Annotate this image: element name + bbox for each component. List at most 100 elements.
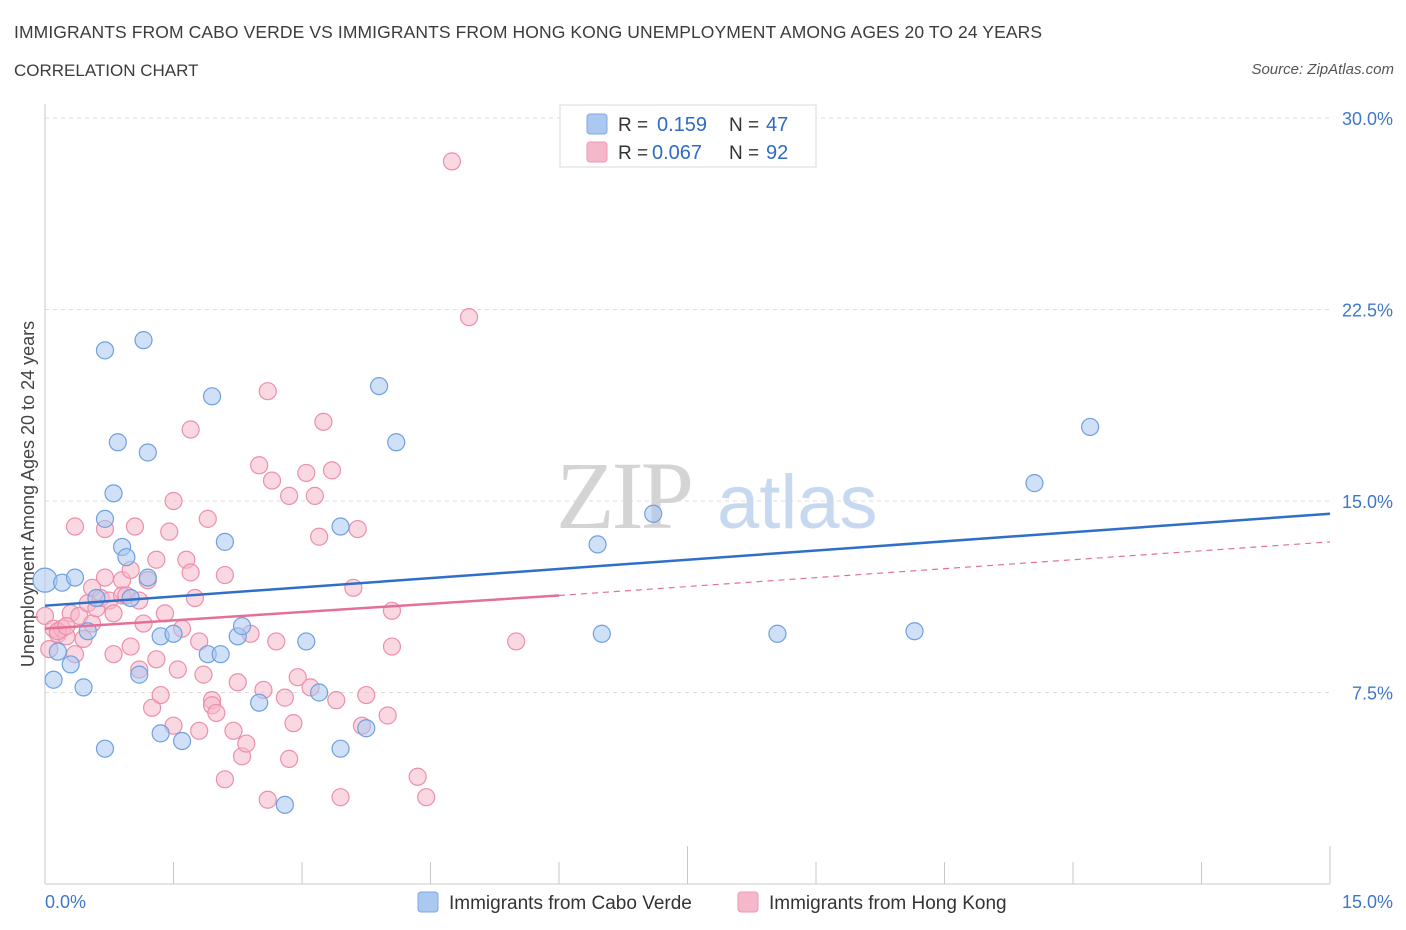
axes (44, 104, 1331, 885)
point-series1-61 (258, 790, 277, 809)
point-series1-84 (408, 767, 427, 786)
legend-n-label-2: N = (729, 143, 759, 164)
point-series0-8 (87, 588, 106, 608)
chart-title: IMMIGRANTS FROM CABO VERDE VS IMMIGRANTS… (14, 22, 1043, 42)
watermark: ZIP atlas (556, 442, 878, 549)
point-series0-15 (117, 548, 136, 567)
point-series1-52 (215, 770, 234, 789)
bottom-legend-label-cabo-verde: Immigrants from Cabo Verde (449, 893, 692, 914)
point-series1-0 (35, 606, 55, 626)
point-series1-35 (160, 522, 179, 541)
grid-lines (45, 117, 1330, 693)
point-series1-30 (142, 698, 162, 717)
point-series0-38 (370, 377, 389, 396)
point-series1-87 (459, 308, 479, 327)
point-series1-56 (237, 734, 256, 753)
point-series1-62 (262, 471, 282, 490)
point-series0-30 (232, 617, 252, 636)
point-series1-67 (284, 714, 303, 733)
point-series1-19 (104, 645, 123, 664)
point-series1-63 (267, 632, 286, 651)
trend-line-series1-dashed (558, 541, 1331, 597)
point-series0-33 (297, 632, 316, 651)
point-series1-83 (382, 637, 402, 656)
point-series1-88 (507, 632, 526, 651)
point-series1-42 (181, 563, 200, 582)
point-series1-53 (224, 721, 243, 740)
point-series0-6 (74, 678, 93, 697)
point-series0-9 (95, 509, 115, 528)
point-series0-42 (592, 624, 611, 643)
point-series1-76 (331, 788, 350, 807)
legend-swatch-hong-kong (586, 141, 608, 163)
point-series1-44 (190, 721, 209, 740)
point-series1-75 (327, 691, 346, 710)
y-axis-label: Unemployment Among Ages 20 to 24 years (18, 321, 38, 667)
point-series0-12 (104, 484, 123, 503)
point-series0-1 (44, 670, 63, 689)
point-series1-25 (125, 517, 145, 536)
point-series0-35 (331, 739, 350, 758)
watermark-zip: ZIP (556, 442, 691, 549)
point-series1-31 (147, 550, 166, 569)
point-series0-5 (65, 568, 85, 587)
point-series0-13 (108, 433, 127, 452)
point-series0-40 (588, 535, 607, 554)
point-series0-43 (768, 624, 787, 643)
point-series0-22 (151, 724, 170, 743)
point-series0-26 (202, 387, 222, 406)
point-series0-34 (310, 683, 329, 702)
chart-subtitle: CORRELATION CHART (14, 61, 199, 80)
point-series1-78 (348, 519, 367, 539)
point-series1-43 (185, 588, 205, 608)
point-series0-19 (138, 443, 157, 462)
data-points (32, 152, 1100, 814)
bottom-legend-swatch-cabo-verde (417, 891, 439, 913)
point-series1-8 (65, 517, 85, 536)
y-tick-label-2: 22.5% (1342, 301, 1393, 321)
point-series1-65 (280, 749, 299, 768)
source-credit: Source: ZipAtlas.com (1251, 61, 1394, 78)
y-tick-label-1: 15.0% (1342, 492, 1393, 512)
legend-n-value-2: 92 (766, 142, 788, 164)
bottom-legend-label-hong-kong: Immigrants from Hong Kong (769, 893, 1007, 914)
point-series0-20 (138, 568, 157, 587)
point-series0-36 (331, 517, 350, 536)
point-series0-46 (1081, 417, 1100, 437)
point-series1-15 (95, 568, 115, 587)
point-series1-80 (357, 685, 376, 705)
legend-n-label-1: N = (729, 115, 759, 136)
point-series0-24 (172, 731, 192, 751)
legend-r-value-2: 0.067 (652, 142, 702, 164)
point-series0-4 (61, 655, 80, 674)
trend-line-series0 (44, 512, 1331, 607)
point-series1-60 (258, 382, 277, 401)
point-series0-10 (95, 739, 115, 758)
trend-lines (44, 512, 1331, 630)
y-tick-label-3: 30.0% (1342, 109, 1393, 129)
point-series0-17 (130, 665, 149, 684)
point-series0-23 (164, 624, 183, 643)
point-series1-18 (104, 604, 123, 623)
point-series0-28 (215, 532, 234, 551)
legend-r-label-2: R = (618, 143, 648, 164)
point-series0-37 (357, 719, 376, 738)
x-tick-label-0: 0.0% (45, 892, 86, 912)
point-series1-37 (164, 491, 183, 511)
point-series1-64 (275, 688, 294, 707)
point-series1-73 (314, 412, 333, 431)
point-series1-68 (288, 668, 307, 687)
point-series0-32 (275, 795, 294, 814)
point-series1-45 (190, 632, 209, 651)
tick-labels: 7.5% 15.0% 22.5% 30.0% 0.0% 15.0% (45, 109, 1393, 912)
point-series1-74 (322, 461, 342, 480)
point-series1-46 (194, 665, 213, 684)
bottom-legend: Immigrants from Cabo Verde Immigrants fr… (417, 891, 1007, 914)
y-tick-label-0: 7.5% (1352, 684, 1393, 704)
legend-r-label-1: R = (618, 115, 648, 136)
point-series1-32 (147, 650, 166, 669)
point-series1-38 (168, 660, 187, 679)
point-series0-39 (387, 433, 406, 452)
x-tick-label-1: 15.0% (1342, 892, 1393, 912)
